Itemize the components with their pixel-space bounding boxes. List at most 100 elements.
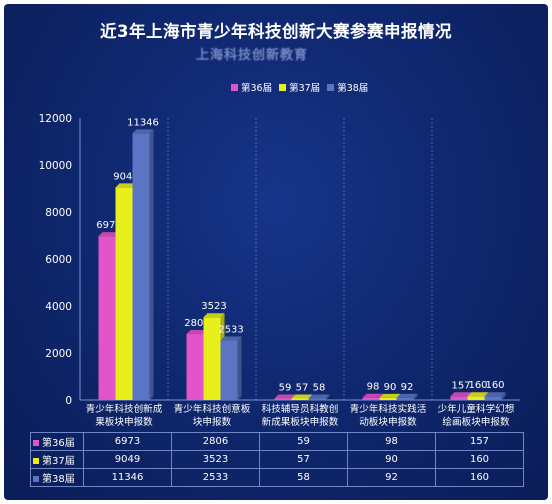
chart-legend: 第36届 第37届 第38届 xyxy=(231,79,368,95)
data-label: 2533 xyxy=(218,324,243,335)
bar-side xyxy=(149,129,154,400)
table-row-header: 第38届 xyxy=(30,468,84,487)
bar xyxy=(379,397,397,400)
data-label: 92 xyxy=(401,382,414,393)
table-cell: 6973 xyxy=(83,432,172,451)
bar-top xyxy=(220,336,242,341)
table-row-header: 第37届 xyxy=(30,450,84,469)
table-cell: 157 xyxy=(435,432,524,451)
bar xyxy=(362,397,380,400)
category-label: 果板块申报数 xyxy=(95,416,153,428)
bar xyxy=(467,396,485,400)
data-label: 160 xyxy=(485,380,504,391)
category-label: 少年儿童科学幻想 xyxy=(438,403,515,415)
y-tick-label: 4000 xyxy=(45,301,72,313)
row-label-36: 第36届 xyxy=(42,438,75,449)
data-table: 第36届 6973 2806 59 98 157 第37届 9049 3523 … xyxy=(30,432,524,487)
table-cell: 160 xyxy=(435,468,524,487)
table-cell: 2533 xyxy=(171,468,260,487)
bar-top xyxy=(379,393,401,398)
table-cell: 92 xyxy=(347,468,436,487)
bar xyxy=(396,397,414,400)
table-row-36: 第36届 6973 2806 59 98 157 xyxy=(30,432,524,451)
data-label: 11346 xyxy=(127,117,159,128)
legend-item-38: 第38届 xyxy=(327,80,368,94)
row-swatch-36 xyxy=(33,440,39,446)
data-label: 2806 xyxy=(184,318,209,329)
data-label: 57 xyxy=(296,383,309,394)
data-label: 9049 xyxy=(113,171,138,182)
bar-top xyxy=(115,183,137,188)
table-cell: 98 xyxy=(347,432,436,451)
bar xyxy=(186,334,204,400)
bar-top xyxy=(362,393,384,398)
legend-label-38: 第38届 xyxy=(337,83,369,94)
data-label: 3523 xyxy=(201,301,226,312)
table-cell: 59 xyxy=(259,432,348,451)
data-label: 160 xyxy=(468,380,487,391)
data-label: 98 xyxy=(367,382,380,393)
bar xyxy=(274,398,292,400)
data-label: 59 xyxy=(279,383,292,394)
bar xyxy=(132,133,150,400)
watermark-logo: 上海科技创新教育 xyxy=(196,48,309,62)
table-row-38: 第38届 11346 2533 58 92 160 xyxy=(30,468,524,487)
bar-side xyxy=(413,393,418,400)
bar-side xyxy=(501,392,506,400)
y-tick-label: 0 xyxy=(65,395,72,407)
table-cell: 9049 xyxy=(83,450,172,469)
bar-top xyxy=(291,394,313,399)
bar-top xyxy=(274,394,296,399)
bar-top xyxy=(98,232,120,237)
bar-side xyxy=(237,336,242,400)
legend-item-37: 第37届 xyxy=(279,80,320,94)
category-label: 动板块申报数 xyxy=(359,416,417,428)
bar xyxy=(220,340,238,400)
data-label: 58 xyxy=(313,383,326,394)
bar-side xyxy=(325,394,330,400)
bar xyxy=(98,236,116,400)
bar-top xyxy=(308,394,330,399)
data-label: 6973 xyxy=(96,220,121,231)
table-cell: 3523 xyxy=(171,450,260,469)
category-label: 新成果板块申报数 xyxy=(262,416,339,428)
category-label: 青少年科技创意板 xyxy=(174,403,251,415)
legend-label-36: 第36届 xyxy=(241,83,273,94)
table-cell: 2806 xyxy=(171,432,260,451)
bar-top xyxy=(396,393,418,398)
table-cell: 160 xyxy=(435,450,524,469)
y-tick-label: 8000 xyxy=(45,207,72,219)
data-label: 90 xyxy=(384,382,397,393)
row-label-37: 第37届 xyxy=(42,456,75,467)
table-cell: 57 xyxy=(259,450,348,469)
bar xyxy=(450,396,468,400)
legend-swatch-38 xyxy=(327,83,335,91)
row-swatch-38 xyxy=(33,476,39,482)
chart-background xyxy=(4,4,548,500)
chart-title: 近3年上海市青少年科技创新大赛参赛申报情况 xyxy=(100,22,452,41)
data-label: 157 xyxy=(451,380,470,391)
y-tick-label: 10000 xyxy=(39,160,72,172)
y-tick-label: 12000 xyxy=(39,113,72,125)
table-row-header: 第36届 xyxy=(30,432,84,451)
legend-label-37: 第37届 xyxy=(289,83,321,94)
y-tick-label: 2000 xyxy=(45,348,72,360)
y-tick-label: 6000 xyxy=(45,254,72,266)
table-cell: 90 xyxy=(347,450,436,469)
category-label: 青少年科技实践活 xyxy=(350,403,427,415)
category-label: 块申报数 xyxy=(193,416,232,428)
category-label: 绘画板块申报数 xyxy=(442,416,510,428)
table-cell: 11346 xyxy=(83,468,172,487)
bar-top xyxy=(467,392,489,397)
bar-top xyxy=(132,129,154,134)
bar-top xyxy=(484,392,506,397)
legend-swatch-37 xyxy=(279,83,287,91)
bar-top xyxy=(203,313,225,318)
row-label-38: 第38届 xyxy=(42,474,75,485)
bar xyxy=(484,396,502,400)
bar-top xyxy=(186,330,208,335)
bar xyxy=(203,317,221,400)
table-cell: 58 xyxy=(259,468,348,487)
table-row-37: 第37届 9049 3523 57 90 160 xyxy=(30,450,524,469)
